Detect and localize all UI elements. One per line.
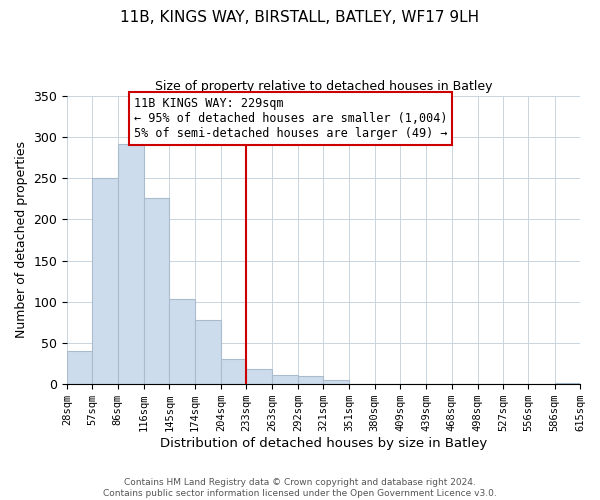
Text: 11B, KINGS WAY, BIRSTALL, BATLEY, WF17 9LH: 11B, KINGS WAY, BIRSTALL, BATLEY, WF17 9…: [121, 10, 479, 25]
Bar: [272, 375, 298, 384]
Bar: [246, 368, 272, 384]
Bar: [221, 360, 246, 384]
Y-axis label: Number of detached properties: Number of detached properties: [15, 142, 28, 338]
Bar: [323, 380, 349, 384]
Bar: [67, 351, 92, 384]
Bar: [118, 144, 144, 384]
Title: Size of property relative to detached houses in Batley: Size of property relative to detached ho…: [155, 80, 493, 93]
Bar: [554, 382, 580, 384]
Bar: [195, 320, 221, 384]
Bar: [92, 178, 118, 384]
Bar: [298, 376, 323, 384]
Text: 11B KINGS WAY: 229sqm
← 95% of detached houses are smaller (1,004)
5% of semi-de: 11B KINGS WAY: 229sqm ← 95% of detached …: [134, 97, 448, 140]
Bar: [169, 300, 195, 384]
Bar: [144, 198, 169, 384]
X-axis label: Distribution of detached houses by size in Batley: Distribution of detached houses by size …: [160, 437, 487, 450]
Text: Contains HM Land Registry data © Crown copyright and database right 2024.
Contai: Contains HM Land Registry data © Crown c…: [103, 478, 497, 498]
